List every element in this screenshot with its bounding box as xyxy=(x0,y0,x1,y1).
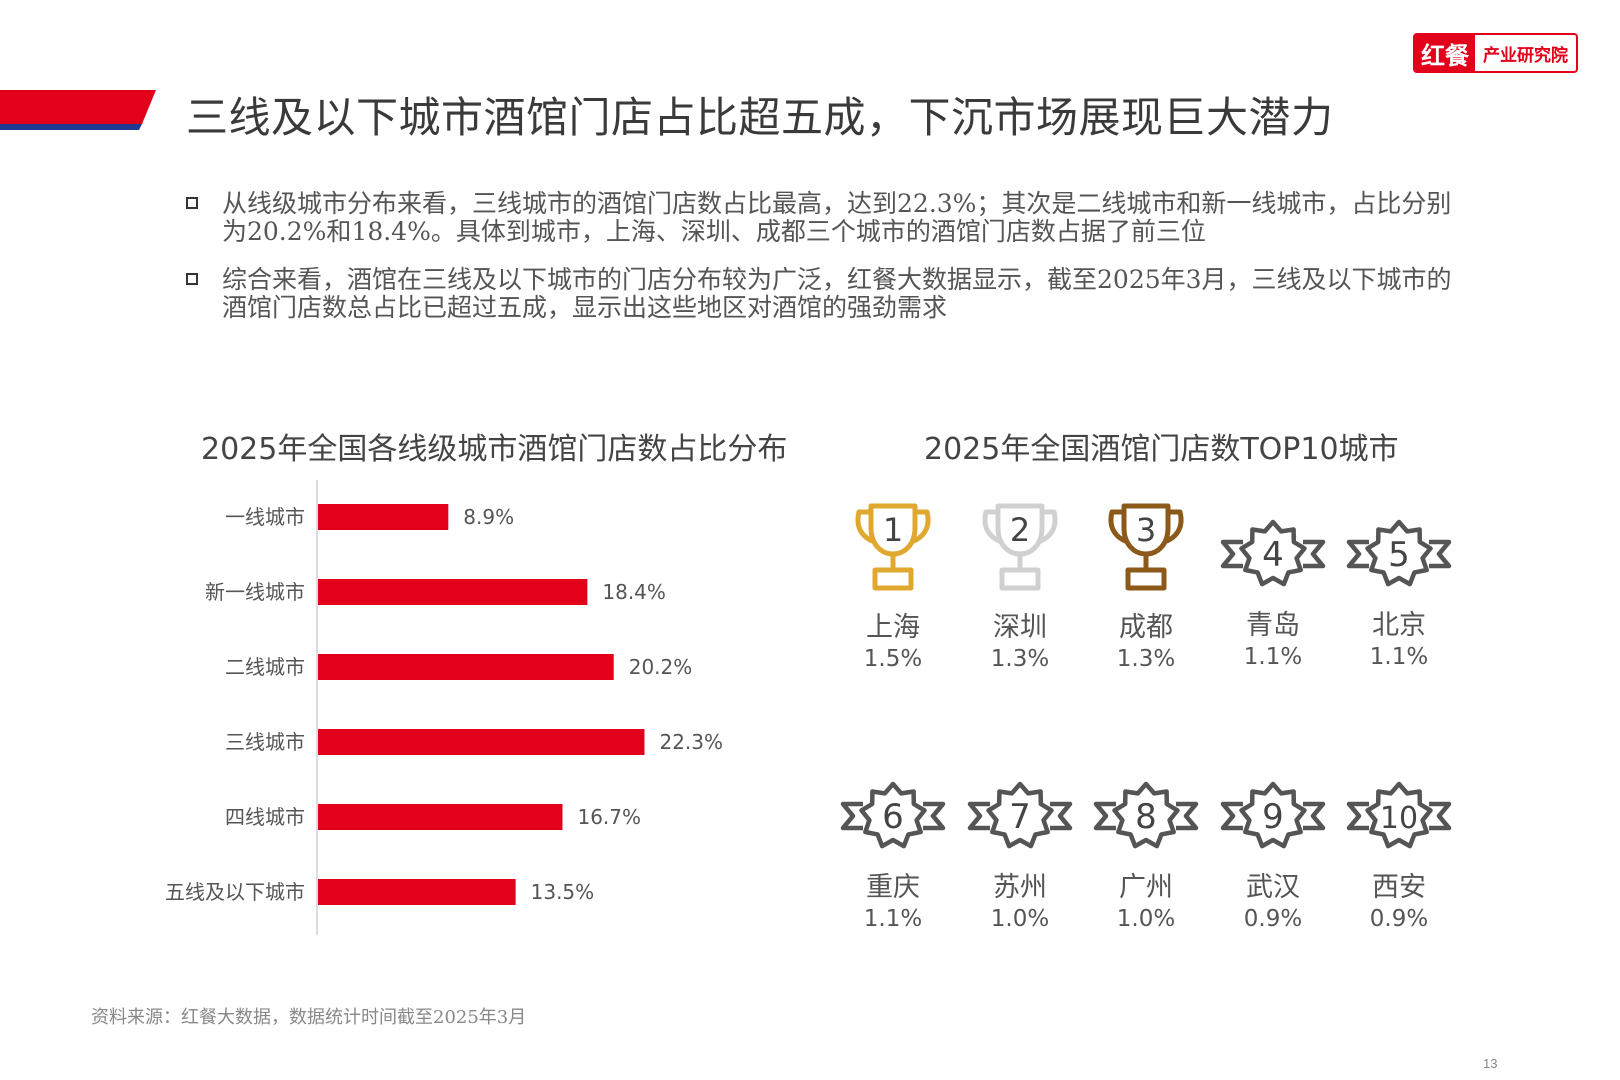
rank-item: 3 成都 1.3% xyxy=(1083,498,1209,674)
brand-logo-text: 产业研究院 xyxy=(1483,45,1568,66)
category-label: 五线及以下城市 xyxy=(165,880,305,904)
city-name: 苏州 xyxy=(993,872,1047,903)
page-title: 三线及以下城市酒馆门店占比超五成，下沉市场展现巨大潜力 xyxy=(186,93,1334,142)
bullet-text: 从线级城市分布来看，三线城市的酒馆门店数占比最高，达到22.3%；其次是二线城市… xyxy=(222,189,1452,246)
rank-badge-icon: 10 xyxy=(1346,781,1452,849)
bullet-item: 综合来看，酒馆在三线及以下城市的门店分布较为广泛，红餐大数据显示，截至2025年… xyxy=(186,266,1456,322)
rank-badge-icon: 5 xyxy=(1346,519,1452,587)
rank-item: 1 上海 1.5% xyxy=(830,498,956,674)
value-label: 18.4% xyxy=(602,580,666,604)
square-bullet-icon xyxy=(186,273,198,285)
city-share: 1.3% xyxy=(990,646,1050,672)
rank-number: 10 xyxy=(1380,801,1418,836)
rank-item: 2 深圳 1.3% xyxy=(957,498,1083,674)
value-label: 20.2% xyxy=(629,655,693,679)
rank-number: 4 xyxy=(1262,535,1284,575)
rank-item: 6 重庆 1.1% xyxy=(830,774,956,934)
rank-badge-icon: 4 xyxy=(1220,519,1326,587)
title-stripe xyxy=(0,90,156,130)
rank-item: 10 西安 0.9% xyxy=(1336,774,1462,934)
trophy-bronze-icon: 3 xyxy=(1108,503,1184,591)
city-name: 西安 xyxy=(1372,872,1426,903)
rank-number: 3 xyxy=(1136,511,1156,549)
bar xyxy=(318,729,645,755)
bar xyxy=(318,579,588,605)
rank-badge-icon: 9 xyxy=(1220,781,1326,849)
rank-number: 5 xyxy=(1388,535,1410,575)
rank-number: 7 xyxy=(1009,797,1031,837)
bar xyxy=(318,879,516,905)
rank-number: 2 xyxy=(1010,511,1030,549)
city-name: 武汉 xyxy=(1246,872,1300,903)
bar xyxy=(318,504,449,530)
rank-badge-icon: 7 xyxy=(967,781,1073,849)
category-label: 一线城市 xyxy=(225,505,305,529)
city-share: 1.0% xyxy=(1116,906,1176,932)
value-label: 8.9% xyxy=(463,505,514,529)
category-label: 四线城市 xyxy=(225,805,305,829)
city-name: 深圳 xyxy=(993,612,1047,643)
city-share: 1.1% xyxy=(1243,644,1303,670)
rank-number: 9 xyxy=(1262,797,1284,837)
rank-badge-icon: 8 xyxy=(1093,781,1199,849)
bar xyxy=(318,804,563,830)
top10-title: 2025年全国酒馆门店数TOP10城市 xyxy=(924,432,1399,467)
city-share: 1.5% xyxy=(863,646,923,672)
city-name: 青岛 xyxy=(1246,610,1300,641)
rank-badge-icon: 6 xyxy=(840,781,946,849)
value-label: 16.7% xyxy=(577,805,641,829)
city-name: 上海 xyxy=(866,612,920,643)
bullet-item: 从线级城市分布来看，三线城市的酒馆门店数占比最高，达到22.3%；其次是二线城市… xyxy=(186,190,1456,246)
rank-item: 8 广州 1.0% xyxy=(1083,774,1209,934)
rank-item: 5 北京 1.1% xyxy=(1336,512,1462,672)
rank-item: 9 武汉 0.9% xyxy=(1210,774,1336,934)
rank-number: 1 xyxy=(883,511,903,549)
rank-item: 7 苏州 1.0% xyxy=(957,774,1083,934)
value-label: 13.5% xyxy=(531,880,595,904)
city-name: 广州 xyxy=(1119,872,1173,903)
bar xyxy=(318,654,614,680)
trophy-silver-icon: 2 xyxy=(982,503,1058,591)
city-share: 0.9% xyxy=(1243,906,1303,932)
city-share: 1.3% xyxy=(1116,646,1176,672)
brand-logo-mark: 红餐 xyxy=(1415,35,1475,71)
city-name: 成都 xyxy=(1119,612,1173,643)
trophy-gold-icon: 1 xyxy=(855,503,931,591)
bullet-text: 综合来看，酒馆在三线及以下城市的门店分布较为广泛，红餐大数据显示，截至2025年… xyxy=(222,265,1452,322)
city-name: 北京 xyxy=(1372,610,1426,641)
rank-number: 8 xyxy=(1135,797,1157,837)
source-note: 资料来源：红餐大数据，数据统计时间截至2025年3月 xyxy=(91,1007,527,1028)
rank-number: 6 xyxy=(882,797,904,837)
category-label: 二线城市 xyxy=(225,655,305,679)
bar-chart-title: 2025年全国各线级城市酒馆门店数占比分布 xyxy=(201,432,788,467)
page-number: 13 xyxy=(1483,1056,1498,1071)
city-share: 1.0% xyxy=(990,906,1050,932)
city-share: 0.9% xyxy=(1369,906,1429,932)
brand-logo: 红餐 产业研究院 xyxy=(1413,33,1578,73)
value-label: 22.3% xyxy=(659,730,723,754)
city-share: 1.1% xyxy=(1369,644,1429,670)
square-bullet-icon xyxy=(186,197,198,209)
city-name: 重庆 xyxy=(866,872,920,903)
category-label: 三线城市 xyxy=(225,730,305,754)
bar-chart: 一线城市 8.9% 新一线城市 18.4% 二线城市 20.2% 三线城市 22.3% 四线城市… xyxy=(165,480,723,935)
city-share: 1.1% xyxy=(863,906,923,932)
rank-item: 4 青岛 1.1% xyxy=(1210,512,1336,672)
category-label: 新一线城市 xyxy=(205,580,305,604)
